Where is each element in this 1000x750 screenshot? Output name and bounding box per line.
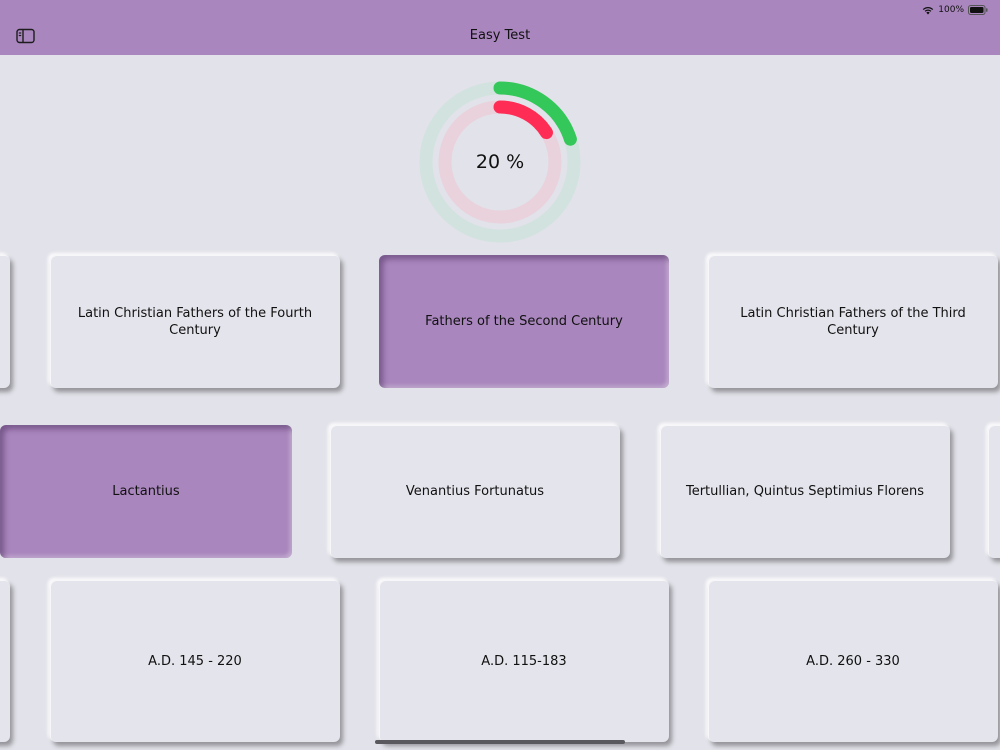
answer-card-date[interactable]: A.D. 115-183 — [379, 580, 669, 742]
home-indicator — [375, 740, 625, 744]
card-label: Latin Christian Fathers of the Fourth Ce… — [77, 305, 313, 338]
card-label: A.D. 115-183 — [481, 653, 567, 669]
page-title: Easy Test — [469, 28, 531, 43]
answer-card-partial[interactable] — [0, 255, 10, 388]
card-label: Lactantius — [112, 484, 180, 499]
answer-card-category-selected[interactable]: Fathers of the Second Century — [379, 255, 669, 388]
card-label: A.D. 260 - 330 — [806, 653, 900, 669]
answer-card-person[interactable]: Tertullian, Quintus Septimius Florens — [660, 425, 950, 558]
answer-card-date[interactable]: A.D. 145 - 220 — [50, 580, 340, 742]
answer-card-category[interactable]: Latin Christian Fathers of the Third Cen… — [708, 255, 998, 388]
answer-card-category[interactable]: Latin Christian Fathers of the Fourth Ce… — [50, 255, 340, 388]
answer-card-person[interactable]: Venantius Fortunatus — [330, 425, 620, 558]
score-progress-ring: 20 % — [418, 80, 582, 244]
wifi-icon — [922, 6, 934, 15]
correct-answers-arc — [419, 81, 581, 243]
card-label: Fathers of the Second Century — [425, 314, 623, 329]
card-label: A.D. 145 - 220 — [148, 653, 242, 669]
sidebar-toggle-icon[interactable] — [16, 28, 36, 44]
answer-card-person-selected[interactable]: Lactantius — [0, 425, 292, 558]
status-bar: 100% — [922, 3, 988, 17]
answer-card-partial[interactable] — [988, 425, 1000, 558]
battery-percentage: 100% — [938, 5, 964, 15]
wrong-answers-arc — [438, 100, 562, 224]
card-label: Venantius Fortunatus — [405, 484, 545, 499]
card-label: Latin Christian Fathers of the Third Cen… — [740, 305, 966, 338]
battery-icon — [968, 5, 988, 15]
card-label: Tertullian, Quintus Septimius Florens — [685, 484, 925, 499]
answer-card-partial[interactable] — [0, 580, 10, 742]
navigation-bar — [0, 0, 1000, 55]
score-percentage: 20 % — [475, 151, 525, 173]
answer-card-date[interactable]: A.D. 260 - 330 — [708, 580, 998, 742]
